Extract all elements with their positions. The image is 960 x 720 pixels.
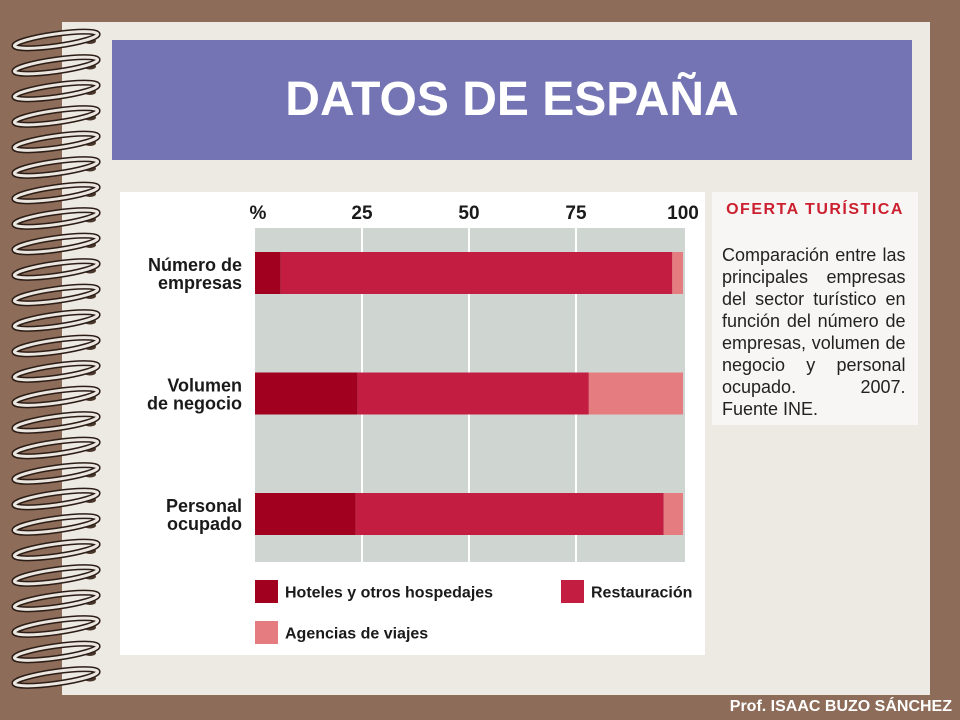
category-label-line: Número de — [148, 255, 242, 275]
ring-wire — [12, 540, 100, 560]
ring-wire — [12, 565, 100, 586]
slide-title: DATOS DE ESPAÑA — [285, 73, 739, 126]
ring-wire — [12, 132, 100, 152]
ring-wire — [12, 667, 100, 688]
spiral-ring-icon — [11, 411, 101, 434]
x-axis-ticks: % 25 50 75 100 — [250, 203, 699, 224]
spiral-ring-icon — [11, 28, 101, 52]
ring-wire — [12, 157, 100, 178]
ring-wire — [12, 208, 100, 229]
ring-wire — [12, 30, 100, 50]
bar-segment — [672, 252, 683, 294]
spiral-binding — [11, 28, 101, 689]
spiral-ring-icon — [11, 54, 101, 77]
bar-segment — [357, 372, 589, 415]
title-banner: DATOS DE ESPAÑA — [112, 40, 912, 160]
category-label-line: Personal — [166, 496, 242, 516]
spiral-ring-icon — [11, 385, 101, 409]
legend-swatch — [255, 621, 278, 644]
bar-segment — [355, 493, 664, 535]
bar-segment — [255, 493, 356, 535]
spiral-ring-icon — [11, 181, 101, 205]
x-tick-label: 25 — [351, 203, 373, 224]
bar-segment — [255, 252, 281, 294]
legend-label: Agencias de viajes — [285, 626, 428, 643]
chart-panel: % 25 50 75 100 Número de empresas Volumen de ne… — [120, 192, 705, 655]
ring-wire — [12, 514, 100, 535]
category-label: Número de empresas — [148, 255, 242, 293]
ring-wire — [12, 285, 100, 305]
legend: Hoteles y otros hospedajes Restauración Ag… — [255, 580, 692, 644]
spiral-ring-icon — [11, 283, 101, 307]
bar-segment — [588, 372, 683, 415]
bars — [255, 252, 683, 535]
bar-segment — [255, 372, 358, 415]
ring-wire — [12, 412, 100, 433]
legend-label: Restauración — [591, 585, 692, 602]
ring-wire — [12, 310, 100, 331]
spiral-ring-icon — [11, 436, 101, 460]
ring-wire — [12, 642, 100, 662]
spiral-ring-icon — [11, 130, 101, 154]
spiral-ring-icon — [11, 615, 101, 638]
author-footer: Prof. ISAAC BUZO SÁNCHEZ — [729, 698, 952, 715]
ring-wire — [12, 183, 100, 203]
spiral-ring-icon — [11, 487, 101, 511]
x-tick-label: 50 — [458, 203, 479, 224]
ring-wire — [12, 616, 100, 637]
ring-wire — [12, 106, 100, 127]
spiral-ring-icon — [11, 334, 101, 358]
spiral-ring-icon — [11, 207, 101, 230]
category-label: Volumen de negocio — [147, 376, 242, 414]
spiral-ring-icon — [11, 360, 101, 383]
spiral-ring-icon — [11, 232, 101, 256]
category-labels: Número de empresas Volumen de negocio Person… — [147, 255, 242, 534]
ring-wire — [12, 387, 100, 407]
spiral-ring-icon — [11, 258, 101, 281]
ring-wire — [12, 591, 100, 611]
ring-wire — [12, 55, 100, 76]
category-label-line: Volumen — [167, 376, 242, 396]
stacked-bar-chart: % 25 50 75 100 Número de empresas Volumen de ne… — [147, 203, 699, 644]
spiral-ring-icon — [11, 513, 101, 536]
spiral-ring-icon — [11, 105, 101, 128]
spiral-ring-icon — [11, 564, 101, 587]
category-label-line: ocupado — [167, 514, 242, 534]
bar-segment — [280, 252, 673, 294]
x-tick-label: 75 — [565, 203, 587, 224]
ring-wire — [12, 81, 100, 101]
ring-wire — [12, 438, 100, 458]
bar-segment — [663, 493, 683, 535]
ring-wire — [12, 234, 100, 254]
legend-swatch — [561, 580, 584, 603]
legend-swatch — [255, 580, 278, 603]
ring-wire — [12, 259, 100, 280]
category-label: Personal ocupado — [166, 496, 242, 534]
spiral-ring-icon — [11, 640, 101, 664]
info-body: Comparación entre las principales empres… — [722, 245, 906, 419]
x-tick-label: % — [250, 203, 267, 224]
ring-wire — [12, 489, 100, 509]
ring-wire — [12, 463, 100, 484]
category-label-line: de negocio — [147, 394, 242, 414]
info-heading: OFERTA TURÍSTICA — [726, 201, 904, 218]
ring-wire — [12, 361, 100, 382]
legend-label: Hoteles y otros hospedajes — [285, 585, 493, 602]
spiral-ring-icon — [11, 462, 101, 485]
x-tick-label: 100 — [667, 203, 699, 224]
spiral-ring-icon — [11, 666, 101, 689]
category-label-line: empresas — [158, 273, 242, 293]
spiral-ring-icon — [11, 538, 101, 562]
spiral-ring-icon — [11, 156, 101, 179]
spiral-ring-icon — [11, 79, 101, 103]
info-panel: OFERTA TURÍSTICA Comparación entre las p… — [712, 192, 918, 425]
spiral-ring-icon — [11, 309, 101, 332]
spiral-ring-icon — [11, 589, 101, 613]
ring-wire — [12, 336, 100, 356]
